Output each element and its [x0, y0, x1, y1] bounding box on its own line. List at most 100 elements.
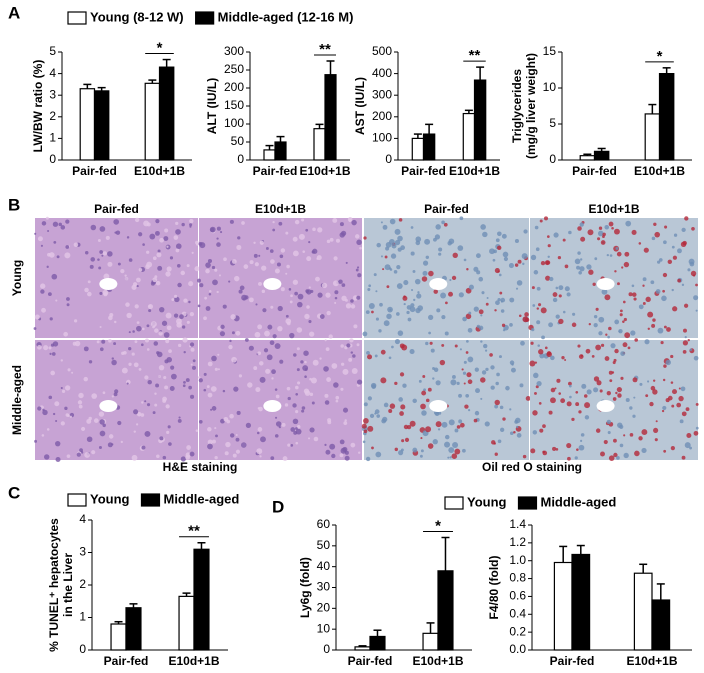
cell	[613, 438, 617, 443]
cell	[272, 334, 277, 339]
x-tick-label: E10d+1B	[626, 654, 677, 668]
cell	[91, 393, 98, 399]
cell	[182, 337, 188, 343]
cell	[96, 340, 100, 344]
cell	[458, 393, 462, 398]
cell	[155, 383, 160, 388]
cell	[459, 216, 464, 221]
cell	[205, 306, 211, 311]
stain-label: H&E staining	[163, 460, 238, 474]
cell	[532, 410, 538, 416]
cell	[143, 220, 150, 227]
cell	[664, 225, 668, 229]
cell	[445, 301, 448, 305]
cell	[66, 454, 71, 459]
cell	[604, 294, 611, 301]
cell	[695, 309, 698, 312]
cell	[244, 338, 249, 342]
y-tick-label: 1	[79, 610, 86, 624]
cell	[258, 281, 263, 286]
cell	[466, 339, 469, 343]
cell	[253, 366, 258, 371]
cell	[332, 218, 338, 223]
cell	[74, 340, 81, 347]
micrograph	[33, 216, 200, 338]
cell	[287, 396, 291, 401]
y-tick-label: 30	[317, 580, 331, 594]
cell	[60, 421, 65, 426]
cell	[282, 456, 288, 461]
y-tick-label: 50	[317, 538, 331, 552]
x-tick-label: E10d+1B	[412, 654, 463, 668]
x-tick-label: Pair-fed	[104, 654, 149, 668]
cell	[164, 228, 169, 233]
cell	[419, 454, 423, 458]
y-tick-label: 200	[372, 109, 392, 123]
cell	[140, 343, 144, 347]
cell	[362, 440, 366, 444]
cell	[403, 302, 406, 306]
cell	[263, 348, 269, 353]
cell	[362, 331, 368, 337]
cell	[133, 362, 139, 368]
cell	[315, 276, 320, 282]
cell	[574, 258, 581, 265]
cell	[83, 346, 89, 352]
cell	[166, 356, 172, 363]
cell	[376, 242, 381, 248]
cell	[340, 344, 344, 348]
cell	[468, 311, 472, 315]
cell	[662, 289, 665, 293]
cell	[641, 429, 648, 436]
cell	[189, 218, 194, 224]
cell	[414, 278, 421, 285]
cell	[417, 291, 420, 294]
cell	[672, 255, 678, 260]
cell	[494, 309, 497, 312]
cell	[693, 430, 699, 436]
cell	[562, 310, 566, 314]
cell	[638, 242, 642, 245]
cell	[483, 343, 488, 349]
cell	[454, 448, 461, 455]
cell	[197, 304, 201, 308]
cell	[518, 314, 522, 318]
cell	[385, 246, 390, 251]
cell	[37, 345, 42, 350]
cell	[689, 446, 692, 450]
cell	[619, 313, 623, 317]
cell	[617, 393, 622, 398]
cell	[177, 343, 182, 348]
cell	[695, 426, 699, 430]
cell	[290, 427, 296, 432]
cell	[614, 228, 620, 235]
cell	[292, 279, 299, 285]
legend-label: Young	[467, 494, 507, 509]
cell	[534, 361, 538, 364]
cell	[516, 433, 522, 438]
cell	[306, 256, 312, 262]
cell	[55, 440, 61, 447]
cell	[305, 289, 310, 293]
cell	[272, 220, 275, 224]
bar	[579, 155, 596, 161]
cell	[600, 343, 605, 347]
cell	[686, 432, 692, 438]
cell	[456, 425, 461, 429]
cell	[167, 425, 171, 429]
cell	[427, 387, 432, 392]
cell	[418, 379, 422, 383]
cell	[515, 417, 521, 424]
cell	[598, 226, 603, 230]
cell	[99, 291, 103, 295]
cell	[245, 422, 252, 428]
cell	[541, 335, 545, 340]
cell	[298, 233, 305, 240]
cell	[199, 283, 204, 288]
cell	[562, 238, 566, 242]
cell	[186, 320, 190, 324]
cell	[406, 305, 412, 310]
cell	[556, 378, 561, 383]
cell	[568, 384, 572, 388]
cell	[532, 430, 538, 435]
